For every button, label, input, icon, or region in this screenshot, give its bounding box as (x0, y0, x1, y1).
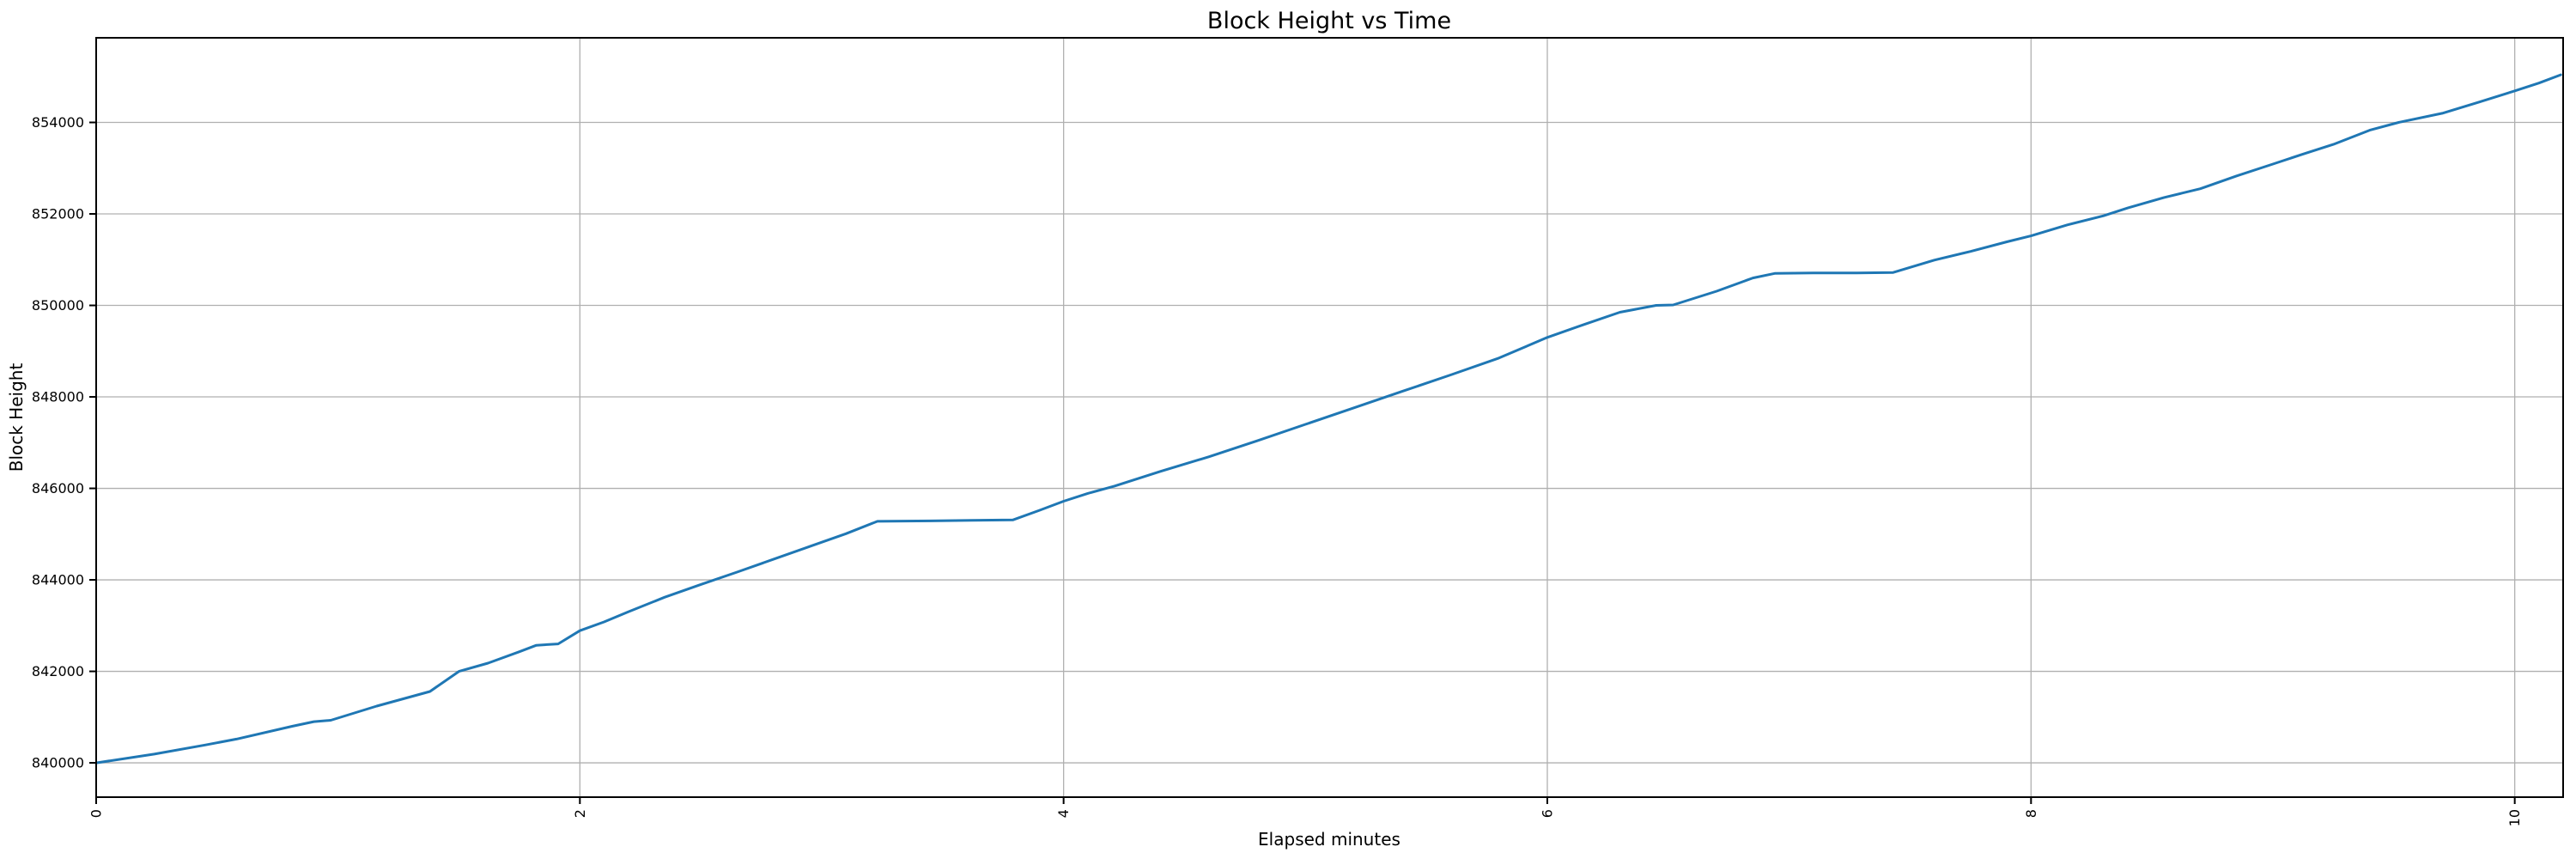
axis-ticks (89, 121, 2516, 804)
series-line (94, 73, 2562, 765)
series-path-block-height (94, 73, 2562, 765)
y-tick-label: 852000 (32, 206, 84, 222)
x-tick-label: 4 (1055, 809, 1072, 818)
y-tick-label: 846000 (32, 480, 84, 497)
x-axis-label: Elapsed minutes (1258, 829, 1400, 850)
y-tick-label: 848000 (32, 389, 84, 405)
gridlines (95, 38, 2563, 797)
y-axis-label: Block Height (6, 363, 27, 472)
plot-border (95, 37, 2564, 798)
x-tick-label: 0 (88, 809, 105, 818)
y-tick-label: 854000 (32, 114, 84, 131)
chart-title: Block Height vs Time (1207, 8, 1451, 34)
x-tick-label: 2 (572, 809, 588, 818)
x-tick-label: 8 (2023, 809, 2039, 818)
x-tick-label: 10 (2506, 809, 2523, 826)
y-tick-label: 844000 (32, 572, 84, 588)
y-tick-label: 842000 (32, 663, 84, 679)
y-tick-label: 850000 (32, 297, 84, 314)
y-tick-label: 840000 (32, 755, 84, 771)
x-tick-label: 6 (1540, 809, 1556, 818)
tick-labels: 0 2 4 6 8 10 840000 842000 844000 846000 848000 850… (32, 114, 2523, 826)
